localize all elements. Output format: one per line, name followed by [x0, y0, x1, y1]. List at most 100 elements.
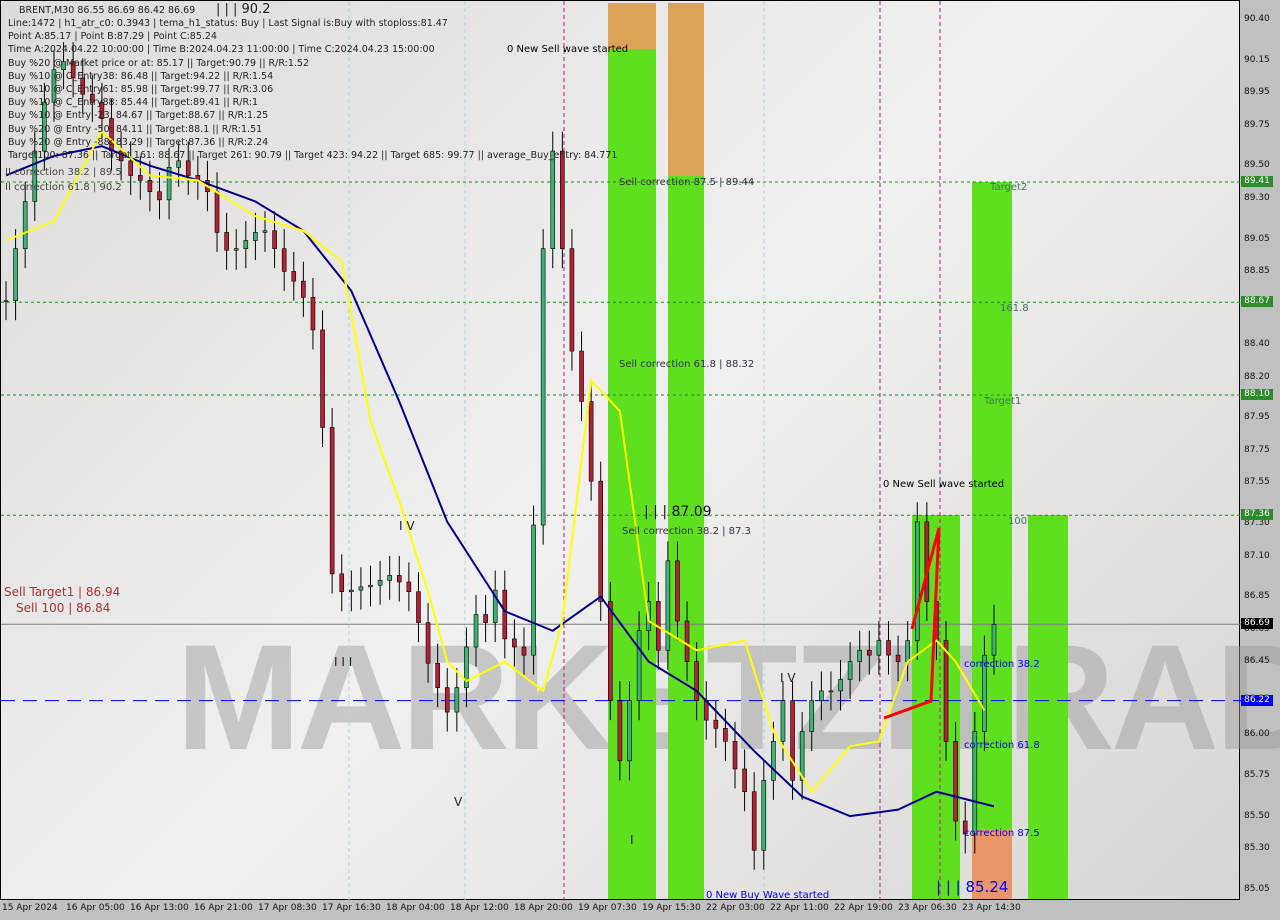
x-tick-label: 18 Apr 04:00 — [386, 903, 445, 913]
candle — [281, 248, 287, 272]
wave-label: I — [630, 833, 634, 847]
candle — [339, 573, 345, 593]
candle — [512, 638, 517, 648]
candle — [608, 601, 613, 701]
candle — [905, 640, 910, 662]
candle — [349, 589, 354, 593]
candle — [560, 150, 565, 249]
candle — [272, 230, 277, 249]
y-tick-label: 89.95 — [1244, 87, 1270, 98]
candle — [819, 690, 824, 701]
candle — [358, 586, 364, 591]
y-tick-label: 85.50 — [1244, 810, 1270, 821]
candle — [617, 700, 623, 762]
price-tag: 88.67 — [1241, 296, 1273, 308]
fast-ma-line — [5, 129, 986, 794]
candle — [991, 623, 997, 656]
candle — [425, 622, 431, 664]
y-tick-label: 89.30 — [1244, 192, 1270, 203]
candle — [732, 741, 738, 770]
x-tick-label: 16 Apr 21:00 — [194, 903, 253, 913]
info-line: Buy %20 @ Entry -88: 83.29 || Target:87.… — [8, 136, 269, 148]
candle — [51, 69, 57, 103]
candle — [396, 575, 402, 583]
candle — [253, 232, 258, 241]
y-tick-label: 85.05 — [1244, 883, 1270, 894]
candle — [675, 560, 680, 622]
candle — [761, 780, 767, 851]
x-tick-label: 19 Apr 15:30 — [642, 903, 701, 913]
sell-correction-label: Sell correction 61.8 | 88.32 — [619, 359, 755, 370]
candle — [70, 61, 76, 79]
y-tick-label: 89.05 — [1244, 233, 1270, 244]
info-line: Buy %10 @ C_Entry38: 86.48 || Target:94.… — [8, 70, 274, 82]
candle — [137, 175, 143, 181]
candle — [876, 640, 882, 656]
candle — [521, 646, 527, 656]
green-zone — [608, 49, 656, 899]
candle — [742, 768, 747, 793]
y-tick-label: 88.85 — [1244, 266, 1270, 277]
fib-100-label: 100 — [1008, 516, 1028, 527]
y-tick-label: 86.45 — [1244, 656, 1270, 667]
candle — [176, 160, 181, 168]
candle — [464, 646, 469, 688]
candle — [943, 640, 949, 742]
sell-correction-label: Sell correction 87.5 | 89.44 — [619, 177, 755, 188]
candle — [42, 102, 47, 152]
watermark: MARKETZITRADE — [176, 613, 1280, 781]
candle — [684, 620, 690, 662]
info-line: Buy %10 @ Entry -23: 84.67 || Target:88.… — [8, 110, 269, 122]
candle — [857, 649, 863, 662]
candle — [406, 581, 412, 593]
x-tick-label: 23 Apr 06:30 — [898, 903, 957, 913]
candle — [368, 584, 373, 588]
candle — [531, 524, 536, 656]
orange-zone — [608, 3, 656, 49]
candle — [99, 102, 105, 119]
symbol-line: BRENT,M30 86.55 86.69 86.42 86.69 — [19, 5, 196, 16]
candle — [147, 180, 153, 193]
candle — [579, 350, 584, 402]
candle — [214, 191, 220, 233]
price-tag: 89.41 — [1241, 175, 1273, 187]
candle — [90, 93, 95, 103]
candle — [61, 61, 66, 71]
x-tick-label: 19 Apr 07:30 — [578, 903, 637, 913]
green-zone — [668, 176, 704, 899]
correction-382-label: correction 38.2 — [964, 659, 1040, 670]
candle — [377, 580, 383, 586]
y-tick-label: 88.40 — [1244, 339, 1270, 350]
candle — [771, 741, 776, 781]
candle — [713, 719, 719, 729]
info-line: Buy %20 @ Entry -50: 84.11 || Target:88.… — [8, 123, 263, 135]
candle — [166, 167, 172, 201]
x-tick-label: 22 Apr 11:00 — [770, 903, 829, 913]
candle — [80, 77, 86, 95]
x-tick-label: 22 Apr 19:00 — [834, 903, 893, 913]
candle — [636, 630, 642, 701]
new-sell-wave-label: 0 New Sell wave started — [883, 479, 1005, 490]
candle — [22, 201, 28, 249]
price-tag: 86.69 — [1241, 618, 1273, 630]
candle — [118, 150, 124, 162]
candle — [320, 329, 325, 428]
candle — [387, 575, 392, 581]
y-tick-label: 88.20 — [1244, 371, 1270, 382]
orange-zone — [668, 3, 704, 176]
x-tick-label: 23 Apr 14:30 — [962, 903, 1021, 913]
candle — [799, 731, 805, 781]
candle — [301, 280, 306, 298]
price-tag: 87.36 — [1241, 509, 1273, 521]
sell-target1-label: Sell Target1 | 86.94 — [4, 585, 121, 599]
candle — [953, 741, 958, 822]
chart-svg — [1, 1, 1241, 901]
info-line: Line:1472 | h1_atr_c0: 0.3943 | tema_h1_… — [8, 18, 448, 29]
info-line: Buy %10 @ C_Entry88: 85.44 || Target:89.… — [8, 97, 259, 109]
wave-label: I V — [399, 519, 415, 533]
candle — [751, 791, 757, 851]
candle — [780, 700, 786, 742]
price-tag: 88.10 — [1241, 388, 1273, 400]
chart-plot-area[interactable]: MARKETZITRADE BRENT,M30 86.55 86.69 86.4… — [0, 0, 1280, 901]
x-tick-label: 15 Apr 2024 — [2, 903, 58, 913]
